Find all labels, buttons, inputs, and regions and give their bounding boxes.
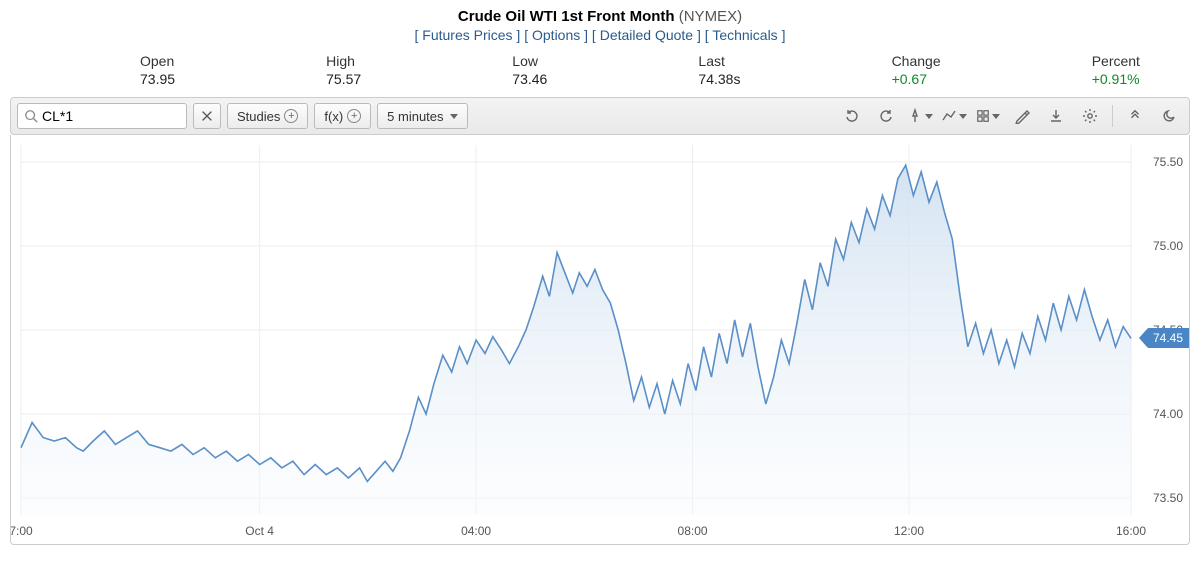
settings-button[interactable] xyxy=(1076,103,1104,129)
undo-button[interactable] xyxy=(838,103,866,129)
nav-options[interactable]: Options xyxy=(532,27,580,43)
stat-label: Low xyxy=(512,53,547,69)
x-tick-label: 7:00 xyxy=(10,524,33,538)
chevron-down-icon xyxy=(992,114,1000,119)
exchange-name: (NYMEX) xyxy=(679,8,742,25)
plus-icon: + xyxy=(347,109,361,123)
x-tick-label: 16:00 xyxy=(1116,524,1146,538)
stat-label: High xyxy=(326,53,361,69)
y-tick-label: 74.00 xyxy=(1153,407,1183,421)
nav-technicals[interactable]: Technicals xyxy=(712,27,777,43)
symbol-search[interactable] xyxy=(17,103,187,129)
stat-label: Change xyxy=(892,53,941,69)
stat-high: High 75.57 xyxy=(326,53,361,87)
download-button[interactable] xyxy=(1042,103,1070,129)
price-chart[interactable]: 73.5074.0074.5075.0075.507:00Oct 404:000… xyxy=(10,135,1190,545)
nav-detailed-quote[interactable]: Detailed Quote xyxy=(600,27,693,43)
stat-value: +0.67 xyxy=(892,71,941,87)
current-price-flag: 74.45 xyxy=(1147,328,1189,348)
stat-label: Last xyxy=(698,53,740,69)
redo-button[interactable] xyxy=(872,103,900,129)
interval-label: 5 minutes xyxy=(387,109,443,124)
layout-button[interactable] xyxy=(974,103,1002,129)
nav-links: [ Futures Prices ] [ Options ] [ Detaile… xyxy=(0,27,1200,43)
stat-value: 75.57 xyxy=(326,71,361,87)
y-tick-label: 73.50 xyxy=(1153,491,1183,505)
stat-label: Percent xyxy=(1092,53,1140,69)
stat-percent: Percent +0.91% xyxy=(1092,53,1140,87)
chart-type-button[interactable] xyxy=(940,103,968,129)
y-tick-label: 75.50 xyxy=(1153,155,1183,169)
y-tick-label: 75.00 xyxy=(1153,239,1183,253)
plus-icon: + xyxy=(284,109,298,123)
events-button[interactable] xyxy=(906,103,934,129)
chevron-down-icon xyxy=(959,114,967,119)
x-tick-label: 08:00 xyxy=(678,524,708,538)
stat-low: Low 73.46 xyxy=(512,53,547,87)
theme-button[interactable] xyxy=(1155,103,1183,129)
chevron-down-icon xyxy=(450,114,458,119)
x-tick-label: 04:00 xyxy=(461,524,491,538)
fx-label: f(x) xyxy=(324,109,343,124)
chart-toolbar: Studies + f(x) + 5 minutes xyxy=(10,97,1190,135)
stat-change: Change +0.67 xyxy=(892,53,941,87)
nav-futures-prices[interactable]: Futures Prices xyxy=(422,27,512,43)
divider xyxy=(1112,105,1113,127)
chart-canvas xyxy=(11,135,1189,545)
search-icon xyxy=(24,109,38,123)
symbol-input[interactable] xyxy=(42,104,186,128)
stat-value: 73.46 xyxy=(512,71,547,87)
stat-value: +0.91% xyxy=(1092,71,1140,87)
page-title: Crude Oil WTI 1st Front Month (NYMEX) xyxy=(0,8,1200,25)
stat-value: 74.38s xyxy=(698,71,740,87)
studies-label: Studies xyxy=(237,109,280,124)
stats-row: Open 73.95 High 75.57 Low 73.46 Last 74.38s Chan… xyxy=(0,47,1200,97)
stat-last: Last 74.38s xyxy=(698,53,740,87)
expand-button[interactable] xyxy=(1121,103,1149,129)
compare-button[interactable] xyxy=(193,103,221,129)
instrument-name: Crude Oil WTI 1st Front Month xyxy=(458,8,675,25)
x-tick-label: Oct 4 xyxy=(245,524,274,538)
x-tick-label: 12:00 xyxy=(894,524,924,538)
chevron-down-icon xyxy=(925,114,933,119)
fx-button[interactable]: f(x) + xyxy=(314,103,371,129)
interval-button[interactable]: 5 minutes xyxy=(377,103,467,129)
stat-open: Open 73.95 xyxy=(140,53,175,87)
stat-value: 73.95 xyxy=(140,71,175,87)
compare-icon xyxy=(200,109,214,123)
studies-button[interactable]: Studies + xyxy=(227,103,308,129)
stat-label: Open xyxy=(140,53,175,69)
draw-button[interactable] xyxy=(1008,103,1036,129)
